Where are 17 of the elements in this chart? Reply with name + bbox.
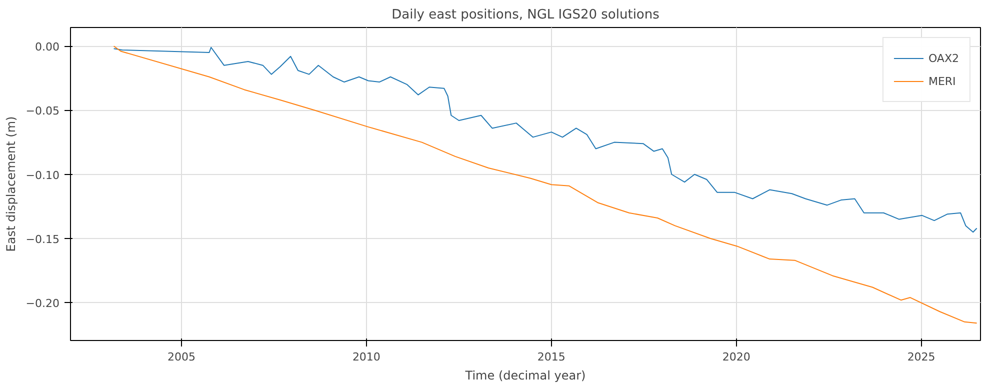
x-tick-label: 2010 (352, 350, 380, 364)
y-tick-label: −0.15 (26, 233, 60, 246)
y-tick-label: −0.20 (26, 297, 60, 310)
x-tick-label: 2015 (537, 350, 566, 364)
y-tick-label: −0.05 (26, 104, 60, 118)
line-series (113, 46, 978, 324)
y-tick-label: −0.10 (26, 168, 60, 182)
x-tick-label: 2025 (907, 350, 936, 364)
x-tick-label: 2020 (722, 350, 750, 364)
legend-label: OAX2 (928, 52, 959, 64)
line-series (113, 46, 978, 233)
legend-label: MERI (928, 74, 956, 88)
x-axis-title: Time (decimal year) (464, 368, 586, 382)
chart-title: Daily east positions, NGL IGS20 solutions (392, 8, 660, 22)
x-tick-label: 2005 (167, 350, 196, 364)
y-tick-label: 0.00 (35, 40, 60, 54)
y-axis-title: East displacement (m) (4, 116, 18, 252)
